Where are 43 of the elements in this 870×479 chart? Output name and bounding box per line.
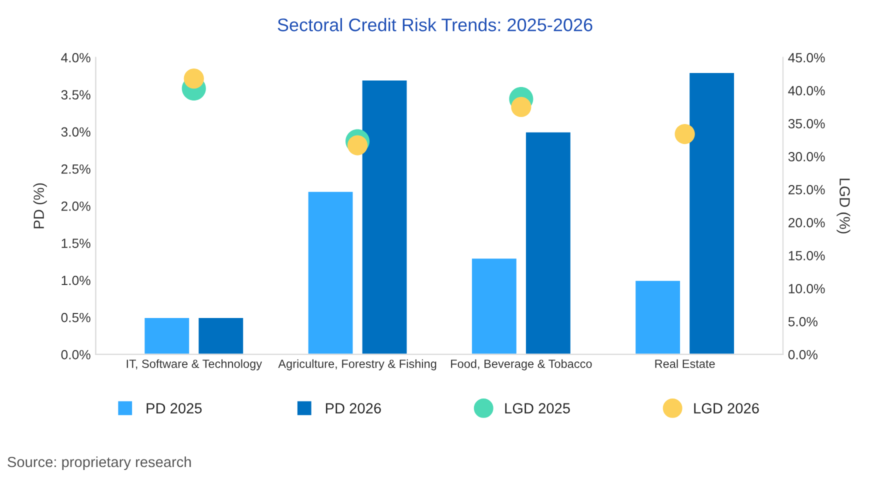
y-tick-label: 3.0% [61,127,90,137]
legend-label: LGD 2026 [694,403,759,414]
y2-axis-title: LGD (%) [836,178,850,234]
point [511,96,532,118]
y2-tick-label: 0.0% [788,350,818,360]
y2-tick-label: 5.0% [788,317,818,326]
bar [470,257,518,354]
bar [197,316,244,354]
y2-tick-label: 15.0% [788,251,825,260]
bar [524,131,572,354]
bar [360,79,408,354]
y2-tick-label: 30.0% [788,152,825,162]
y-tick-label: 0.0% [61,350,90,360]
point [347,135,368,156]
bar [634,280,682,354]
point [674,124,695,144]
bar [306,190,354,354]
bar [143,316,190,354]
y2-tick-label: 45.0% [788,53,825,62]
legend-label: PD 2025 [146,403,202,414]
y2-tick-label: 35.0% [788,119,825,128]
x-tick-label: Food, Beverage & Tobacco [451,359,592,370]
y2-tick-label: 25.0% [788,185,825,194]
y2-tick-label: 20.0% [788,218,825,228]
y-tick-label: 1.0% [62,276,90,286]
y-tick-label: 2.5% [61,164,90,174]
legend-label: PD 2026 [326,403,381,414]
y-tick-label: 0.5% [61,312,90,322]
legend-label: LGD 2025 [505,403,570,414]
y2-tick-label: 10.0% [788,284,825,294]
x-tick-label: Agriculture, Forestry & Fishing [278,359,436,370]
y-tick-label: 2.0% [61,202,90,211]
point [184,68,204,89]
x-tick-label: IT, Software & Technology [126,359,262,370]
y-tick-label: 3.5% [61,90,90,100]
x-tick-label: Real Estate [655,359,715,368]
bar [688,72,736,354]
source-note: Source: proprietary research [8,456,191,470]
y-axis-title: PD (%) [33,183,47,228]
chart-title: Sectoral Credit Risk Trends: 2025-2026 [278,18,592,32]
y-tick-label: 1.5% [62,238,90,248]
y2-tick-label: 40.0% [788,86,825,96]
y-tick-label: 4.0% [61,53,90,62]
